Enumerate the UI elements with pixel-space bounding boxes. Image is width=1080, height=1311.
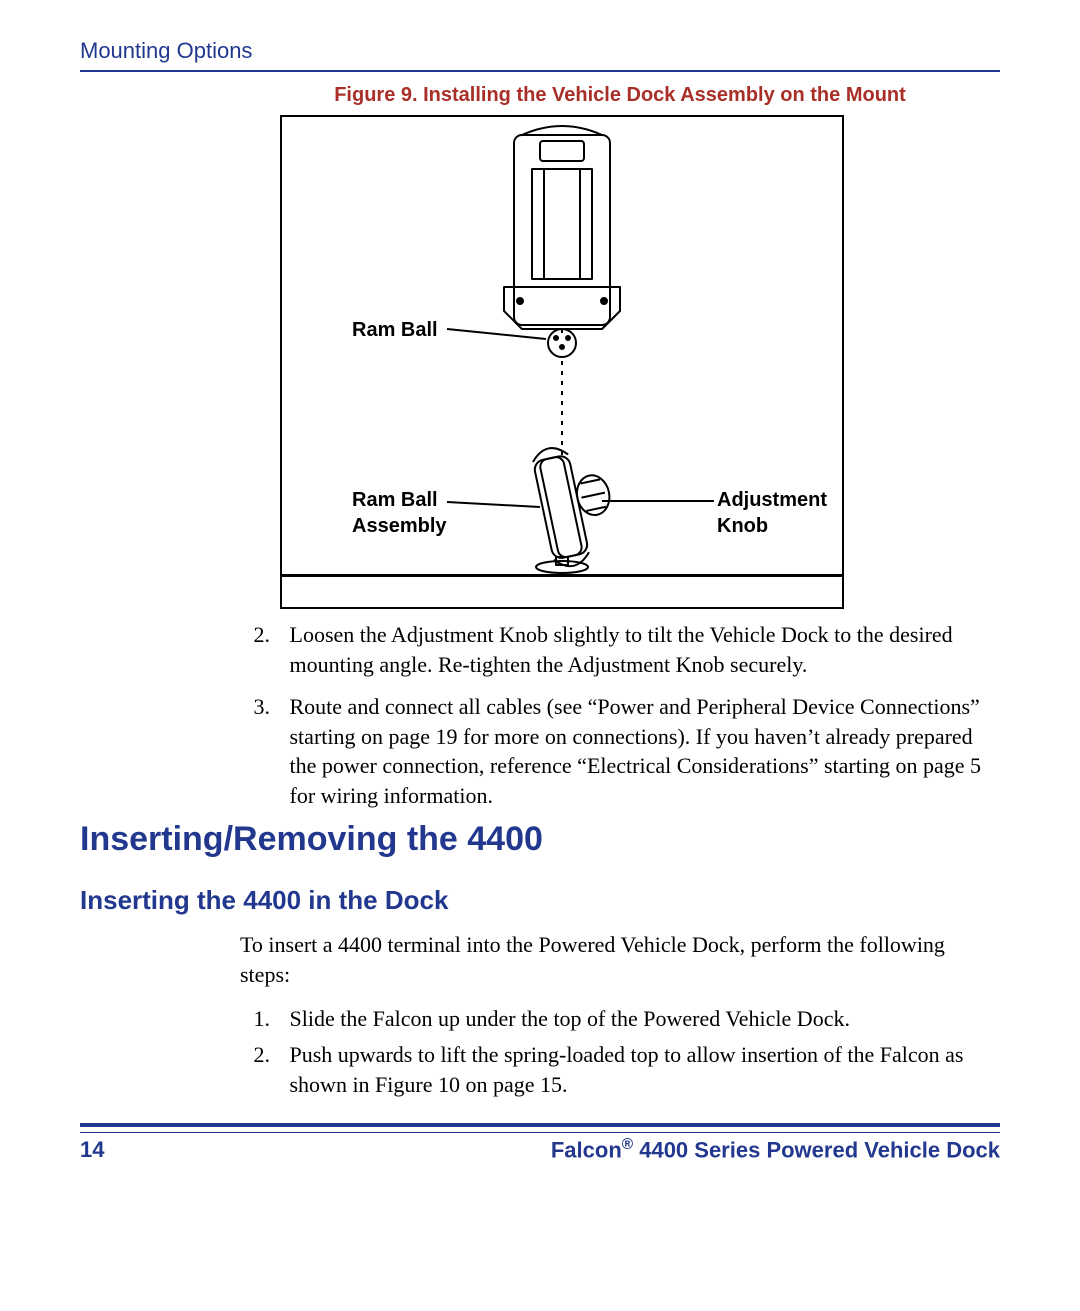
label-text: Assembly <box>352 515 447 537</box>
bottom-rule-thin <box>80 1132 1000 1133</box>
running-head: Mounting Options <box>80 38 252 64</box>
figure-inner-rule <box>282 574 842 577</box>
step-2: 2. Loosen the Adjustment Knob slightly t… <box>240 620 1000 679</box>
step-text: Route and connect all cables (see “Power… <box>290 692 1000 811</box>
footer-product-pre: Falcon <box>551 1137 622 1162</box>
step-text: Push upwards to lift the spring-loaded t… <box>290 1040 1000 1099</box>
page-number: 14 <box>80 1137 104 1163</box>
step-number: 1. <box>240 1004 270 1034</box>
step-number: 2. <box>240 620 270 650</box>
top-rule <box>80 70 1000 72</box>
figure-box: Ram Ball Ram Ball Assembly Adjustment Kn… <box>280 115 844 609</box>
label-text: Knob <box>717 515 768 537</box>
footer-product-post: 4400 Series Powered Vehicle Dock <box>633 1137 1000 1162</box>
label-text: Adjustment <box>717 489 827 511</box>
substep-2: 2. Push upwards to lift the spring-loade… <box>240 1040 1000 1099</box>
step-number: 2. <box>240 1040 270 1070</box>
substep-1: 1. Slide the Falcon up under the top of … <box>240 1004 1000 1034</box>
step-text: Loosen the Adjustment Knob slightly to t… <box>290 620 1000 679</box>
label-text: Ram Ball <box>352 489 438 511</box>
figure-caption: Figure 9. Installing the Vehicle Dock As… <box>240 84 1000 107</box>
label-ram-ball: Ram Ball <box>352 317 438 343</box>
registered-mark: ® <box>622 1136 633 1153</box>
heading-2: Inserting the 4400 in the Dock <box>80 885 448 916</box>
bottom-rule-thick <box>80 1123 1000 1127</box>
heading-1: Inserting/Removing the 4400 <box>80 820 543 859</box>
label-adjustment-knob: Adjustment Knob <box>717 487 857 539</box>
intro-paragraph: To insert a 4400 terminal into the Power… <box>240 930 1000 989</box>
step-3: 3. Route and connect all cables (see “Po… <box>240 692 1000 811</box>
label-ram-ball-assembly: Ram Ball Assembly <box>352 487 512 539</box>
step-number: 3. <box>240 692 270 722</box>
step-text: Slide the Falcon up under the top of the… <box>290 1004 1000 1034</box>
footer-product: Falcon® 4400 Series Powered Vehicle Dock <box>551 1136 1000 1163</box>
